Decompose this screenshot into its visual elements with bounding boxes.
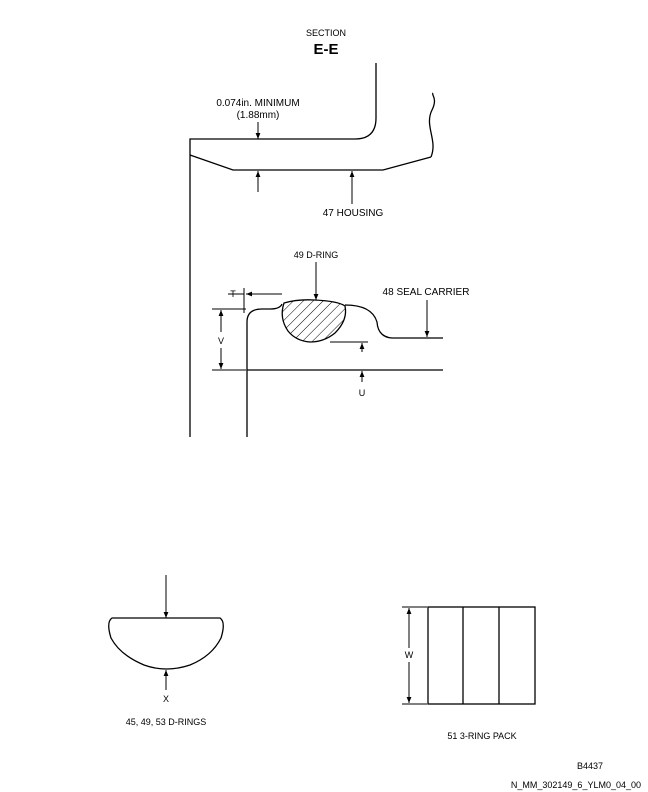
ring-pack-outline [427, 606, 536, 705]
min-thickness-metric: (1.88mm) [237, 110, 280, 121]
seal-carrier-label: 48 SEAL CARRIER [383, 287, 470, 298]
d-ring-section [281, 299, 347, 343]
ring-pack-caption: 51 3-RING PACK [447, 731, 516, 741]
dim-x-label: X [163, 694, 169, 704]
d-ring-label: 49 D-RING [294, 250, 339, 260]
min-thickness-annotation: 0.074in. MINIMUM (1.88mm) [216, 98, 300, 192]
drawing-id: N_MM_302149_6_YLM0_04_00 [511, 780, 641, 790]
min-thickness-label: 0.074in. MINIMUM [216, 98, 299, 109]
ring-pack-detail: W 51 3-RING PACK [402, 606, 536, 741]
section-name: E-E [313, 41, 338, 58]
housing-outline [189, 63, 436, 437]
d-ring-profile [108, 617, 224, 670]
seal-carrier-outline [246, 303, 443, 437]
dim-v-label: V [218, 336, 224, 346]
dimension-v: V [212, 308, 246, 371]
housing-label: 47 HOUSING [323, 208, 384, 219]
dim-u-label: U [359, 388, 366, 398]
d-rings-detail: X 45, 49, 53 D-RINGS [108, 575, 224, 727]
d-rings-caption: 45, 49, 53 D-RINGS [126, 717, 207, 727]
figure-code: B4437 [577, 761, 603, 771]
dimension-u: U [330, 341, 368, 398]
section-heading: SECTION [306, 28, 346, 38]
dim-w-label: W [405, 650, 414, 660]
